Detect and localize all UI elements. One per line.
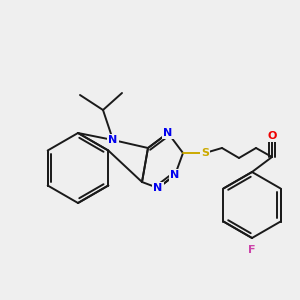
Text: N: N	[164, 128, 172, 138]
Text: F: F	[248, 245, 256, 255]
Text: N: N	[153, 183, 163, 193]
Text: O: O	[267, 131, 277, 141]
Text: N: N	[108, 135, 118, 145]
Text: S: S	[201, 148, 209, 158]
Text: N: N	[170, 170, 180, 180]
